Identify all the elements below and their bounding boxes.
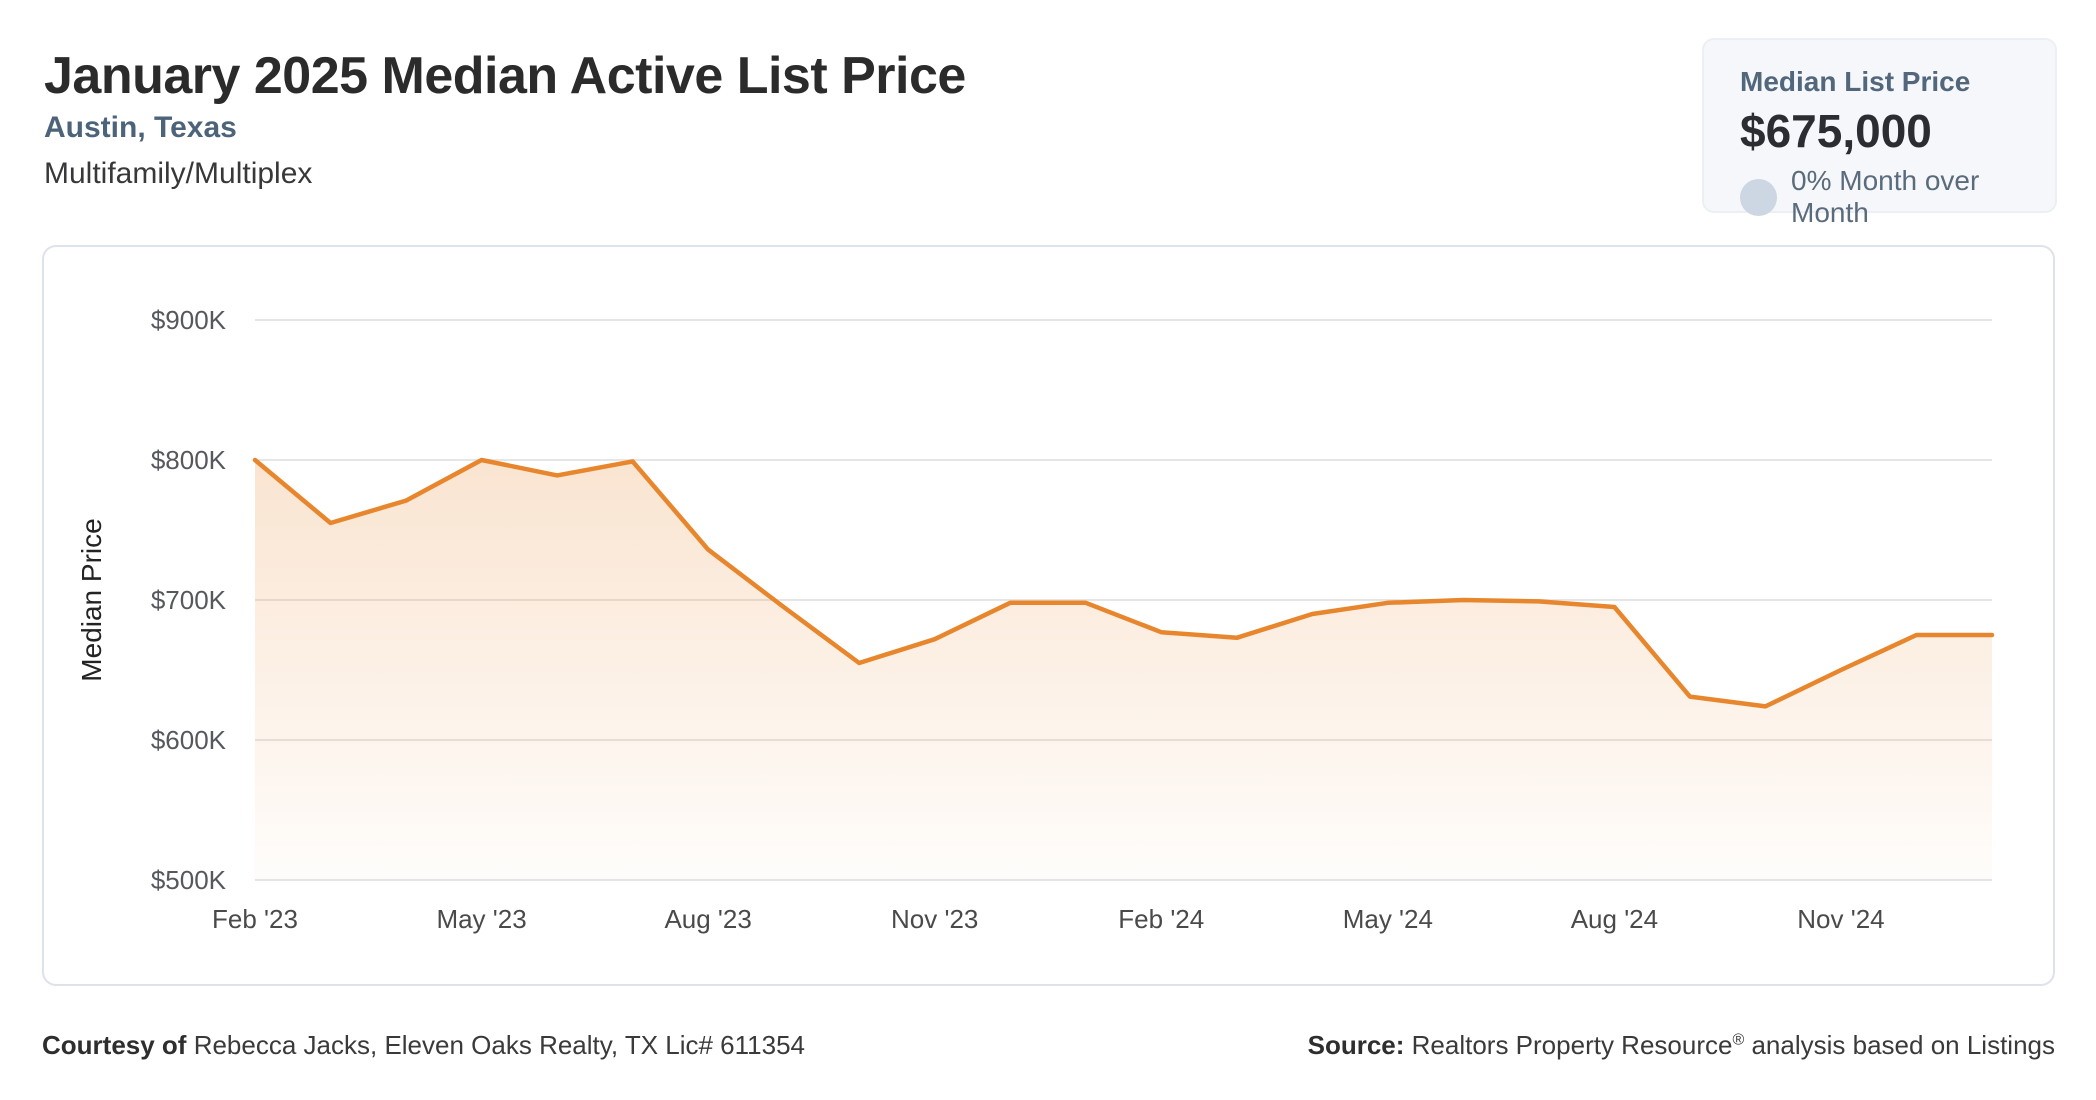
x-tick-label: Nov '24	[1797, 904, 1884, 934]
x-tick-label: Aug '24	[1571, 904, 1658, 934]
y-tick-label: $900K	[151, 305, 227, 335]
month-over-month-text: 0% Month over Month	[1791, 165, 1980, 228]
x-tick-label: May '23	[436, 904, 526, 934]
y-tick-label: $800K	[151, 445, 227, 475]
page-title: January 2025 Median Active List Price	[44, 47, 966, 105]
median-list-price-card: Median List Price $675,000 0% Month over…	[1702, 38, 2057, 228]
x-tick-label: Feb '24	[1118, 904, 1204, 934]
source-text-1: Realtors Property Resource	[1404, 1030, 1733, 1060]
y-axis-title: Median Price	[76, 518, 107, 681]
y-tick-label: $500K	[151, 865, 227, 895]
source-attribution: Source: Realtors Property Resource® anal…	[1308, 1032, 2055, 1058]
stat-card-label: Median List Price	[1740, 66, 1971, 97]
registered-mark: ®	[1732, 1031, 1745, 1049]
property-type-label: Multifamily/Multiplex	[44, 157, 313, 190]
x-tick-label: Feb '23	[212, 904, 298, 934]
courtesy-attribution: Courtesy of Rebecca Jacks, Eleven Oaks R…	[42, 1032, 805, 1058]
neutral-change-dot-icon	[1740, 178, 1777, 216]
y-tick-label: $700K	[151, 585, 227, 615]
median-price-chart-card: $900K $800K $700K $600K $500K Feb '23 May '23 A…	[42, 245, 2055, 986]
month-over-month-row: 0% Month over Month	[1740, 165, 2055, 229]
median-price-area-chart[interactable]: $900K $800K $700K $600K $500K Feb '23 May '23 A…	[44, 247, 2053, 984]
stat-card-value: $675,000	[1740, 105, 1932, 157]
x-tick-label: May '24	[1343, 904, 1433, 934]
location-subtitle: Austin, Texas	[44, 111, 237, 144]
x-tick-label: Nov '23	[891, 904, 978, 934]
courtesy-text: Rebecca Jacks, Eleven Oaks Realty, TX Li…	[186, 1030, 806, 1060]
series-line	[252, 457, 1995, 709]
series-area	[255, 460, 1992, 880]
y-tick-label: $600K	[151, 725, 227, 755]
courtesy-label: Courtesy of	[42, 1030, 187, 1060]
x-tick-label: Aug '23	[664, 904, 751, 934]
source-label: Source:	[1307, 1030, 1405, 1060]
source-text-2: analysis based on Listings	[1744, 1030, 2055, 1060]
